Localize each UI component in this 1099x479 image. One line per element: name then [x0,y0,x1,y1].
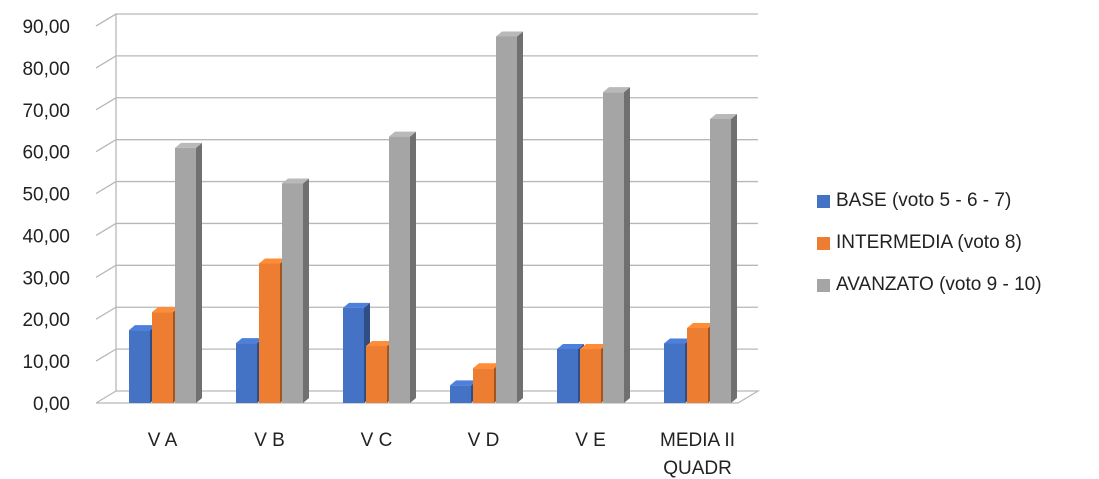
legend-label-intermedia: INTERMEDIA (voto 8) [836,232,1022,253]
bar [557,343,584,403]
legend-swatch-avanzato [817,278,830,292]
chart-grid [95,12,761,404]
legend-label-base: BASE (voto 5 - 6 - 7) [836,190,1012,211]
legend-swatch-intermedia [817,236,830,250]
bar [259,258,286,403]
x-axis-category-labels: V A V B V C V D V E MEDIA II QUADR [148,430,735,479]
bar [664,338,691,403]
gridline [95,13,758,27]
gridline [95,180,758,195]
gridline [95,97,758,111]
y-tick-label: 90,00 [22,17,70,38]
bar [389,131,416,403]
chart-bars [129,31,737,403]
y-tick-label: 80,00 [22,59,70,80]
gridline [95,306,758,320]
chart-side-wall [95,12,117,404]
legend-item-base: BASE (voto 5 - 6 - 7) [817,180,1042,222]
y-tick-label: 60,00 [22,143,70,164]
legend-label-avanzato: AVANZATO (voto 9 - 10) [836,274,1042,295]
x-category-label: MEDIA II QUADR [660,430,735,479]
legend-item-intermedia: INTERMEDIA (voto 8) [817,222,1042,264]
bar [450,380,477,403]
y-tick-label: 30,00 [22,268,70,289]
x-category-label: V A [148,430,178,451]
x-category-label: V D [468,430,500,451]
bar [473,363,500,403]
y-tick-label: 70,00 [22,101,70,122]
gridline [95,264,758,278]
legend-swatch-base [817,194,830,208]
y-tick-label: 40,00 [22,226,70,247]
gridline [95,222,758,237]
y-tick-label: 20,00 [22,310,70,331]
x-category-label: V B [254,430,285,451]
chart-legend: BASE (voto 5 - 6 - 7) INTERMEDIA (voto 8… [817,180,1042,306]
bar [236,338,263,403]
y-tick-label: 0,00 [33,394,70,415]
bar [175,142,202,403]
bar [366,341,393,403]
bar [343,302,370,403]
chart-floor [96,390,761,404]
bar [580,343,607,403]
legend-item-avanzato: AVANZATO (voto 9 - 10) [817,264,1042,306]
bar [282,178,309,403]
bar [152,307,179,403]
gridline [95,139,758,153]
gridline [95,348,758,362]
y-tick-label: 10,00 [22,352,70,373]
y-tick-label: 50,00 [22,185,70,206]
bar [129,325,156,403]
bar [496,31,523,403]
y-axis-tick-labels: 0,00 10,00 20,00 30,00 40,00 50,00 60,00 70,00 8… [22,17,70,415]
x-category-label: V E [575,430,606,451]
bar [687,323,714,403]
bar [603,87,630,403]
bar [710,113,737,403]
x-category-label: V C [361,430,393,451]
gridline [95,55,758,69]
